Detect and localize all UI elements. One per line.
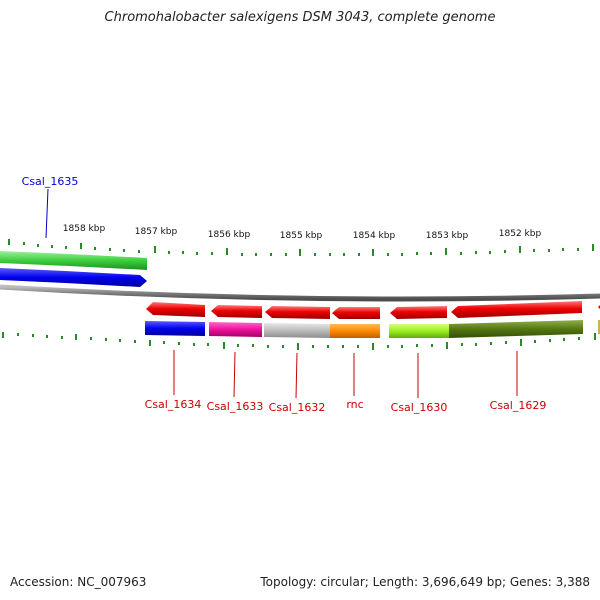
gene-rnc-arrow[interactable] xyxy=(332,307,380,319)
gene-csal-1629-feature[interactable] xyxy=(449,320,583,338)
genome-backbone xyxy=(0,284,600,302)
gene-csal-1632-feature[interactable] xyxy=(264,323,330,338)
gene-rnc-feature[interactable] xyxy=(330,324,380,338)
gene-label-rnc[interactable]: rnc xyxy=(346,398,363,411)
gene-label-csal-1630[interactable]: Csal_1630 xyxy=(391,401,448,414)
genome-summary-text: Topology: circular; Length: 3,696,649 bp… xyxy=(260,575,590,589)
label-line xyxy=(295,352,298,399)
reverse-feature-blocks xyxy=(145,320,600,338)
ruler-label: 1852 kbp xyxy=(499,229,542,239)
gene-csal-1635-cds[interactable] xyxy=(0,268,147,287)
gene-csal-1629-arrow[interactable] xyxy=(451,301,582,318)
ruler-inner-ticks xyxy=(2,332,596,350)
reverse-gene-arrows xyxy=(146,301,600,319)
ruler-label: 1854 kbp xyxy=(353,231,396,241)
label-line xyxy=(45,188,49,239)
gene-csal-1634-arrow[interactable] xyxy=(146,302,205,317)
label-line xyxy=(233,351,236,398)
accession-text: Accession: NC_007963 xyxy=(10,575,147,589)
gene-csal-1633-arrow[interactable] xyxy=(211,305,262,318)
gene-csal-1632-arrow[interactable] xyxy=(265,306,330,319)
ruler-label: 1856 kbp xyxy=(208,230,251,240)
map-title: Chromohalobacter salexigens DSM 3043, co… xyxy=(104,10,496,25)
gene-label-csal-1629[interactable]: Csal_1629 xyxy=(490,399,547,412)
gene-csal-1634-feature[interactable] xyxy=(145,321,205,336)
gene-label-csal-1634[interactable]: Csal_1634 xyxy=(145,398,202,411)
gene-csal-1635-feature[interactable] xyxy=(0,251,147,270)
gene-csal-1630-arrow[interactable] xyxy=(390,306,447,319)
gene-csal-1633-feature[interactable] xyxy=(209,322,262,337)
ruler-label: 1855 kbp xyxy=(280,231,323,241)
gene-label-csal-1633[interactable]: Csal_1633 xyxy=(207,400,264,413)
gene-label-csal-1632[interactable]: Csal_1632 xyxy=(269,401,326,414)
ruler-label: 1858 kbp xyxy=(63,224,106,234)
gene-csal-1630-feature[interactable] xyxy=(389,324,449,338)
ruler-outer-ticks xyxy=(8,239,594,256)
ruler-label: 1853 kbp xyxy=(426,231,469,241)
gene-label-csal-1635[interactable]: Csal_1635 xyxy=(22,175,79,188)
ruler-label: 1857 kbp xyxy=(135,227,178,237)
